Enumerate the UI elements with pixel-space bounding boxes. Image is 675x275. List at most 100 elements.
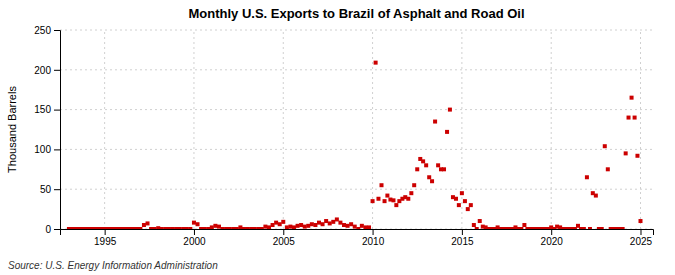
point [342,223,346,227]
x-grid-line [551,30,552,229]
y-grid-line [60,149,653,150]
point [174,227,178,229]
x-tick: 2025 [630,229,653,247]
point [383,199,387,203]
x-tick-mark [551,229,552,235]
x-tick: 2020 [541,229,564,247]
point [188,227,192,229]
point [436,163,440,167]
x-grid-line [193,30,194,229]
point [160,227,164,229]
point [385,194,389,198]
point [278,222,282,226]
point [412,183,416,187]
y-tick: 50 [40,184,60,195]
point [454,197,458,201]
x-tick-label: 2005 [273,236,296,247]
point [288,225,292,229]
point [448,108,452,112]
y-tick-label: 0 [45,224,51,235]
point [630,96,634,100]
x-grid-line [640,30,641,229]
point [185,227,189,229]
point [371,199,375,203]
point [228,227,232,229]
point [192,221,196,225]
point [360,224,364,228]
y-tick-label: 200 [34,65,51,76]
point [335,217,339,221]
point [427,175,431,179]
point [376,197,380,201]
point [594,194,598,198]
point [171,227,175,229]
y-tick-mark [54,30,60,31]
point [391,198,395,202]
x-tick: 2005 [273,229,296,247]
point [142,223,146,227]
y-axis-line [54,31,61,230]
point [430,179,434,183]
point [478,219,482,223]
point [585,175,589,179]
point [178,227,182,229]
point [353,225,357,229]
point [442,167,446,171]
point [296,224,300,228]
y-grid-line [60,30,653,31]
y-tick-mark [54,229,60,230]
y-tick-label: 150 [34,104,51,115]
y-axis-title: Thousand Barrels [6,86,18,173]
chart: 1995200020052010201520202025050100150200… [0,0,675,275]
x-tick: 2000 [183,229,206,247]
x-tick-mark [373,229,374,235]
point [271,223,275,227]
point [424,163,428,167]
point [221,227,225,229]
x-tick-mark [105,229,106,235]
point [475,227,479,229]
x-tick-mark [462,229,463,235]
y-tick: 0 [45,224,60,235]
point [469,203,473,207]
point [324,219,328,223]
point [263,225,267,229]
point [349,222,353,226]
point [603,144,607,148]
point [260,227,264,229]
point [285,225,289,229]
point [338,221,342,225]
point [313,223,317,227]
grid [60,30,653,229]
x-tick-label: 2020 [541,236,564,247]
points [67,61,643,229]
point [367,225,371,229]
point [460,191,464,195]
x-axis: 1995200020052010201520202025 [61,229,654,247]
point [213,224,217,228]
y-grid-line [60,109,653,110]
y-tick: 100 [34,144,60,155]
point [256,227,260,229]
point [433,120,437,124]
point [310,222,314,226]
point [588,227,592,229]
point [328,221,332,225]
point [138,227,142,229]
point [238,225,242,229]
point [149,227,153,229]
point [522,223,526,227]
y-tick-mark [54,189,60,190]
x-axis-line [61,230,654,236]
point [374,61,378,65]
y-tick: 250 [34,25,60,36]
point [242,227,246,229]
x-tick-label: 2015 [451,236,474,247]
point [153,227,157,229]
point [167,227,171,229]
point [224,227,228,229]
point [415,167,419,171]
x-tick-label: 2010 [362,236,385,247]
source-note: Source: U.S. Energy Information Administ… [8,260,218,271]
x-grid-line [461,30,462,229]
